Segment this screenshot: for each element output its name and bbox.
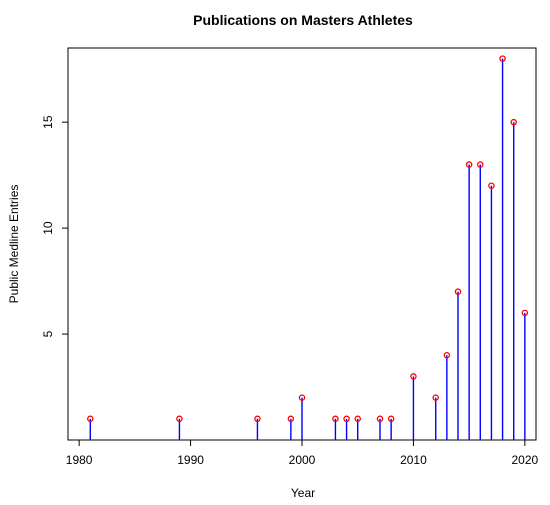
points-group	[87, 55, 529, 423]
stems-group	[89, 58, 526, 440]
data-point-2018	[499, 55, 506, 62]
x-tick-label-2010: 2010	[400, 453, 427, 467]
data-point-1989	[176, 415, 183, 423]
data-point-2000	[298, 394, 306, 401]
chart-title: Publications on Masters Athletes	[193, 12, 413, 28]
data-point-2016	[477, 161, 484, 168]
data-point-2013	[443, 351, 451, 359]
x-tick-label-2000: 2000	[289, 453, 316, 467]
x-tick-label-2020: 2020	[512, 453, 539, 467]
data-point-2014	[454, 288, 462, 295]
data-point-2012	[432, 394, 439, 401]
data-point-1996	[254, 415, 261, 423]
data-point-2007	[376, 415, 384, 423]
y-tick-label-10: 10	[41, 221, 55, 235]
y-tick-label-5: 5	[41, 330, 55, 337]
data-point-2010	[410, 373, 417, 380]
y-axis: 5 10 15	[41, 115, 68, 337]
data-point-2008	[387, 415, 395, 423]
y-tick-label-15: 15	[41, 115, 55, 129]
x-axis: 1980 1990 2000 2010 2020	[66, 440, 539, 467]
data-point-2004	[343, 415, 350, 423]
plot-frame	[67, 47, 537, 441]
x-tick-label-1980: 1980	[66, 453, 93, 467]
y-axis-label: Public Medline Entries	[7, 185, 21, 304]
data-point-2017	[488, 182, 495, 189]
data-point-2019	[510, 118, 517, 126]
data-point-1999	[287, 415, 295, 423]
data-point-2015	[465, 161, 473, 168]
data-point-2020	[521, 309, 529, 317]
data-point-1981	[87, 415, 94, 423]
x-tick-label-1990: 1990	[177, 453, 204, 467]
x-axis-label: Year	[291, 486, 315, 500]
data-point-2003	[332, 415, 339, 423]
data-point-2005	[354, 415, 361, 423]
